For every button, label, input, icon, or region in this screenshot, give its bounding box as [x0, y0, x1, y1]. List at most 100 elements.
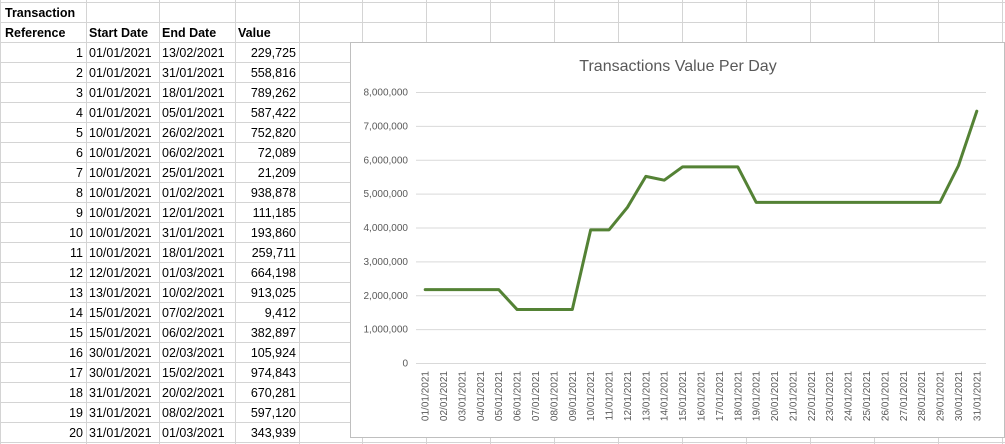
cell-value: 913,025 [251, 286, 296, 300]
cell-start-date: 13/01/2021 [89, 286, 152, 300]
cell-value: 105,924 [251, 346, 296, 360]
data-point [460, 288, 463, 291]
cell-value: 587,422 [251, 106, 296, 120]
cell-reference: 9 [76, 206, 83, 220]
y-tick-label: 8,000,000 [364, 88, 409, 99]
cell-value: 111,185 [253, 206, 296, 220]
cell-end-date: 15/02/2021 [162, 366, 225, 380]
y-tick-label: 1,000,000 [364, 325, 409, 336]
cell-reference: 8 [76, 186, 83, 200]
x-tick-label: 28/01/2021 [917, 371, 928, 421]
chart-panel[interactable]: Transactions Value Per Day 0 1,000,000 2,00… [350, 42, 1005, 438]
data-point [700, 165, 703, 168]
x-tick-label: 23/01/2021 [825, 371, 836, 421]
cell-reference: 18 [69, 386, 83, 400]
cell-end-date: 07/02/2021 [162, 306, 225, 320]
x-tick-label: 29/01/2021 [936, 371, 947, 421]
x-tick-label: 30/01/2021 [954, 371, 965, 421]
y-tick-label: 2,000,000 [364, 291, 409, 302]
cell-end-date: 12/01/2021 [162, 206, 225, 220]
data-point [534, 308, 537, 311]
column-header: Value [238, 26, 271, 40]
x-tick-label: 01/01/2021 [421, 371, 432, 421]
cell-value: 229,725 [251, 46, 296, 60]
data-point [608, 228, 611, 231]
x-tick-label: 22/01/2021 [807, 371, 818, 421]
x-tick-label: 11/01/2021 [605, 371, 616, 421]
cell-value: 21,209 [258, 166, 296, 180]
cell-start-date: 10/01/2021 [89, 126, 152, 140]
data-point [589, 228, 592, 231]
y-tick-label: 6,000,000 [364, 155, 409, 166]
cell-end-date: 01/03/2021 [162, 426, 225, 440]
x-tick-label: 14/01/2021 [660, 371, 671, 421]
y-tick-label: 5,000,000 [364, 189, 409, 200]
data-point [681, 165, 684, 168]
data-point [552, 308, 555, 311]
cell-reference: 17 [69, 366, 83, 380]
data-point [718, 165, 721, 168]
cell-start-date: 12/01/2021 [89, 266, 152, 280]
data-point [736, 165, 739, 168]
data-point [626, 206, 629, 209]
data-point [957, 164, 960, 167]
cell-value: 193,860 [251, 226, 296, 240]
cell-value: 382,897 [251, 326, 296, 340]
x-tick-label: 18/01/2021 [733, 371, 744, 421]
x-tick-label: 12/01/2021 [623, 371, 634, 421]
x-tick-label: 24/01/2021 [844, 371, 855, 421]
cell-value: 789,262 [251, 86, 296, 100]
cell-end-date: 05/01/2021 [162, 106, 225, 120]
cell-end-date: 01/02/2021 [162, 186, 225, 200]
data-point [975, 110, 978, 113]
cell-end-date: 31/01/2021 [162, 66, 225, 80]
cell-reference: 15 [69, 326, 83, 340]
cell-reference: 11 [70, 246, 83, 260]
cell-value: 558,816 [251, 66, 296, 80]
cell-reference: 10 [69, 226, 83, 240]
y-tick-label: 4,000,000 [364, 223, 409, 234]
data-point [902, 201, 905, 204]
cell-start-date: 15/01/2021 [89, 306, 152, 320]
cell-value: 259,711 [252, 246, 296, 260]
line-chart: Transactions Value Per Day 0 1,000,000 2,00… [364, 58, 986, 421]
chart-title: Transactions Value Per Day [579, 58, 776, 75]
x-tick-label: 04/01/2021 [476, 371, 487, 421]
x-tick-label: 16/01/2021 [697, 371, 708, 421]
cell-start-date: 10/01/2021 [89, 206, 152, 220]
x-tick-label: 20/01/2021 [770, 371, 781, 421]
x-tick-label: 10/01/2021 [586, 371, 597, 421]
data-point [663, 179, 666, 182]
cell-end-date: 26/02/2021 [162, 126, 225, 140]
x-tick-label: 25/01/2021 [862, 371, 873, 421]
column-header: Reference [5, 26, 65, 40]
data-point [516, 308, 519, 311]
x-tick-label: 03/01/2021 [457, 371, 468, 421]
data-point [755, 201, 758, 204]
cell-end-date: 06/02/2021 [162, 146, 225, 160]
cell-start-date: 01/01/2021 [89, 66, 152, 80]
data-point [939, 201, 942, 204]
data-point [883, 201, 886, 204]
x-tick-label: 09/01/2021 [568, 371, 579, 421]
data-point [424, 288, 427, 291]
cell-start-date: 10/01/2021 [89, 146, 152, 160]
cell-end-date: 13/02/2021 [162, 46, 225, 60]
x-tick-label: 26/01/2021 [880, 371, 891, 421]
cell-value: 938,878 [251, 186, 296, 200]
header-transaction: Transaction [5, 6, 75, 20]
y-tick-label: 3,000,000 [364, 257, 409, 268]
cell-value: 343,939 [251, 426, 296, 440]
cell-start-date: 31/01/2021 [89, 386, 152, 400]
cell-reference: 20 [69, 426, 83, 440]
x-tick-label: 19/01/2021 [752, 371, 763, 421]
cell-end-date: 02/03/2021 [162, 346, 225, 360]
cell-reference: 19 [69, 406, 83, 420]
cell-end-date: 18/01/2021 [162, 246, 225, 260]
data-point [644, 175, 647, 178]
data-point [865, 201, 868, 204]
data-point [479, 288, 482, 291]
x-tick-label: 06/01/2021 [513, 371, 524, 421]
cell-start-date: 30/01/2021 [89, 366, 152, 380]
cell-value: 597,120 [251, 406, 296, 420]
